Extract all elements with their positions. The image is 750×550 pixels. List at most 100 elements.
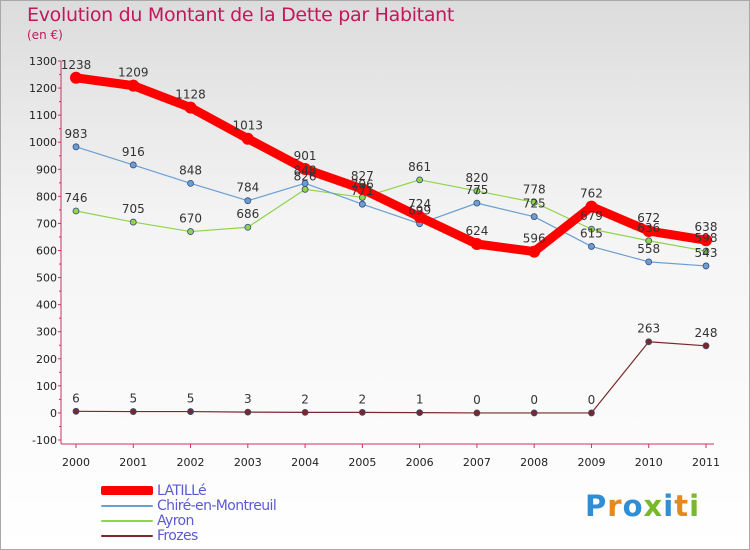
data-point — [416, 409, 424, 417]
series-line — [71, 73, 711, 257]
y-tick-label: 1000 — [29, 136, 57, 149]
data-point — [70, 71, 82, 84]
data-label: 1 — [416, 393, 424, 407]
x-tick-label: 2000 — [62, 456, 90, 469]
data-point — [530, 409, 538, 417]
data-label: 615 — [580, 226, 603, 240]
data-point — [187, 228, 194, 235]
y-tick-label: 300 — [36, 326, 57, 339]
data-label: 0 — [530, 393, 538, 407]
data-point — [187, 179, 194, 187]
data-label: 679 — [580, 209, 603, 223]
legend-item: Ayron — [101, 512, 276, 529]
data-label: 762 — [580, 187, 603, 201]
legend-swatch — [101, 486, 153, 495]
legend-label: Frozes — [157, 527, 198, 544]
data-point — [358, 200, 366, 208]
data-label: 670 — [179, 212, 202, 226]
data-label: 778 — [523, 182, 546, 196]
data-label: 1209 — [118, 66, 149, 80]
data-point — [244, 408, 252, 416]
data-point — [588, 243, 595, 250]
legend: LATILLé Chiré-en-Montreuil Ayron Frozes — [101, 482, 277, 544]
legend-swatch — [101, 534, 153, 537]
data-label: 5 — [129, 392, 137, 406]
data-label: 861 — [408, 160, 431, 174]
data-point — [416, 176, 424, 184]
series-line — [75, 341, 707, 414]
logo-letter: o — [622, 489, 644, 523]
legend-item: Frozes — [101, 527, 276, 544]
x-tick-label: 2011 — [692, 456, 720, 469]
x-tick-label: 2002 — [177, 456, 205, 469]
data-label: 1128 — [175, 88, 206, 102]
data-point — [645, 258, 653, 266]
data-label: 771 — [351, 184, 374, 198]
x-tick-label: 2007 — [463, 456, 491, 469]
data-label: 826 — [294, 169, 317, 183]
x-tick-label: 2010 — [635, 456, 663, 469]
legend-item: LATILLé — [101, 482, 276, 499]
logo-letter: x — [643, 489, 664, 523]
series-line — [75, 146, 707, 267]
x-tick-label: 2009 — [577, 456, 605, 469]
data-label: 2 — [301, 392, 309, 406]
series-lines — [70, 71, 712, 417]
x-tick-label: 2008 — [520, 456, 548, 469]
data-point — [129, 161, 137, 169]
data-point — [585, 200, 598, 213]
data-label: 636 — [637, 221, 660, 235]
data-point — [129, 218, 137, 226]
data-label: 0 — [473, 393, 481, 407]
y-tick-label: 700 — [36, 217, 57, 230]
data-point — [72, 143, 80, 151]
x-tick-label: 2005 — [348, 456, 376, 469]
data-point — [301, 185, 309, 193]
data-point — [413, 210, 426, 223]
data-label: 672 — [637, 211, 660, 225]
data-point — [470, 238, 483, 251]
proxiti-logo: Proxiti — [585, 489, 700, 523]
y-tick-label: -100 — [32, 434, 57, 447]
data-label: 848 — [179, 163, 202, 177]
data-point — [473, 409, 481, 417]
legend-swatch — [101, 504, 153, 507]
y-tick-label: 600 — [36, 245, 57, 258]
data-label: 796 — [351, 177, 374, 191]
data-label: 2 — [359, 392, 367, 406]
data-label: 686 — [236, 207, 259, 221]
data-label: 725 — [523, 197, 546, 211]
data-label: 638 — [695, 220, 718, 234]
data-label: 5 — [187, 392, 195, 406]
data-point — [702, 262, 710, 270]
data-point — [700, 234, 712, 247]
x-tick-label: 2006 — [406, 456, 434, 469]
data-label: 916 — [122, 145, 145, 159]
legend-label: Ayron — [157, 512, 194, 529]
data-point — [645, 338, 653, 346]
data-point — [299, 163, 312, 176]
data-point — [702, 247, 710, 255]
y-tick-label: 0 — [50, 407, 57, 420]
data-labels: 1238120911281013901827724624596762672638… — [61, 58, 718, 407]
legend-item: Chiré-en-Montreuil — [101, 498, 277, 514]
data-label: 1013 — [233, 119, 264, 133]
legend-label: LATILLé — [157, 482, 207, 499]
data-label: 558 — [637, 242, 660, 256]
data-point — [473, 199, 481, 207]
logo-letter: i — [689, 489, 701, 523]
y-tick-label: 800 — [36, 190, 57, 203]
data-point — [241, 132, 254, 145]
data-label: 848 — [294, 163, 317, 177]
data-label: 0 — [588, 393, 596, 407]
data-point — [356, 183, 369, 196]
data-label: 746 — [65, 191, 88, 205]
chart-title: Evolution du Montant de la Dette par Hab… — [27, 4, 455, 26]
y-tick-label: 1300 — [29, 55, 57, 68]
data-point — [244, 223, 252, 231]
data-label: 827 — [351, 169, 374, 183]
data-point — [301, 179, 309, 187]
x-tick-label: 2001 — [119, 456, 147, 469]
data-point — [588, 409, 595, 417]
